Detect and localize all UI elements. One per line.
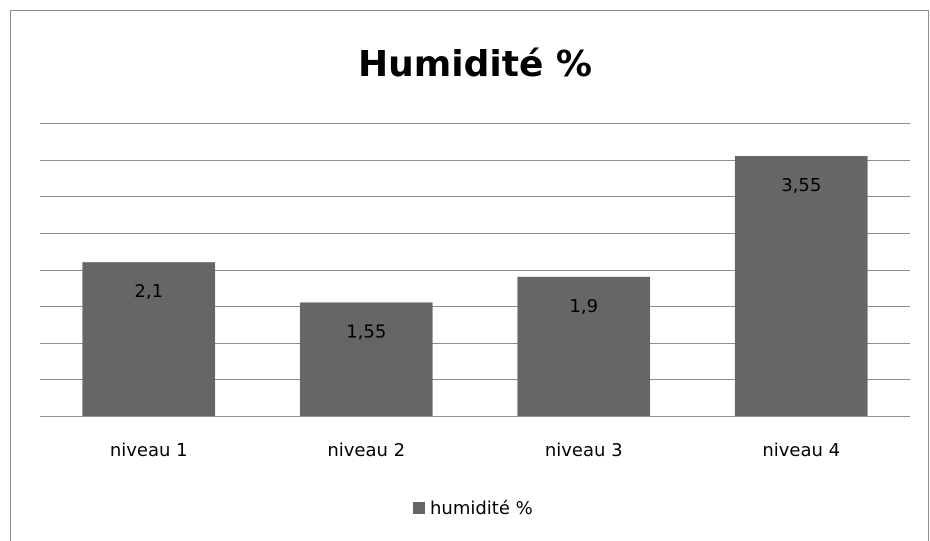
x-tick-label: niveau 4: [762, 440, 840, 461]
data-label: 1,9: [569, 296, 598, 317]
legend-label: humidité %: [430, 498, 533, 519]
legend-swatch: [413, 502, 425, 514]
x-tick-label: niveau 3: [545, 440, 623, 461]
x-tick-label: niveau 2: [327, 440, 405, 461]
data-label: 1,55: [346, 321, 386, 342]
data-label: 3,55: [781, 175, 821, 196]
chart-title: Humidité %: [358, 44, 592, 85]
bar: [734, 155, 868, 416]
bar: [82, 262, 216, 416]
data-label: 2,1: [134, 281, 163, 302]
bar: [517, 276, 651, 416]
bar: [299, 302, 433, 416]
x-tick-label: niveau 1: [110, 440, 188, 461]
